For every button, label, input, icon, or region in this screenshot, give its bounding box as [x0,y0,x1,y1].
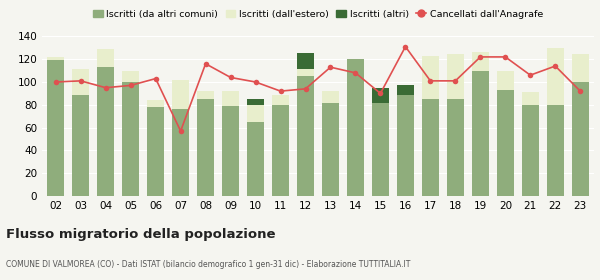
Text: COMUNE DI VALMOREA (CO) - Dati ISTAT (bilancio demografico 1 gen-31 dic) - Elabo: COMUNE DI VALMOREA (CO) - Dati ISTAT (bi… [6,260,410,269]
Bar [397,85,414,95]
Bar [297,53,314,69]
Bar [547,105,564,196]
Bar [322,91,339,102]
Bar [72,69,89,95]
Bar [122,82,139,196]
Bar [521,92,539,105]
Bar [422,99,439,196]
Bar [372,88,389,102]
Text: Flusso migratorio della popolazione: Flusso migratorio della popolazione [6,228,275,241]
Bar [572,53,589,82]
Bar [247,99,264,105]
Bar [247,105,264,122]
Bar [247,122,264,196]
Bar [497,90,514,196]
Bar [122,71,139,82]
Bar [47,60,64,196]
Bar [397,95,414,196]
Bar [222,91,239,106]
Bar [172,109,190,196]
Bar [446,53,464,99]
Bar [521,105,539,196]
Bar [222,106,239,196]
Bar [47,57,64,60]
Bar [372,102,389,196]
Bar [297,76,314,196]
Bar [422,56,439,99]
Bar [297,69,314,76]
Bar [272,95,289,105]
Bar [272,105,289,196]
Bar [147,100,164,107]
Bar [472,71,489,196]
Bar [197,91,214,99]
Bar [322,102,339,196]
Bar [197,99,214,196]
Bar [446,99,464,196]
Bar [347,59,364,196]
Legend: Iscritti (da altri comuni), Iscritti (dall'estero), Iscritti (altri), Cancellati: Iscritti (da altri comuni), Iscritti (da… [89,6,547,23]
Bar [147,107,164,196]
Bar [72,95,89,196]
Bar [97,67,115,196]
Bar [472,52,489,71]
Bar [572,82,589,196]
Bar [172,80,190,109]
Bar [497,71,514,90]
Bar [97,49,115,67]
Bar [547,48,564,105]
